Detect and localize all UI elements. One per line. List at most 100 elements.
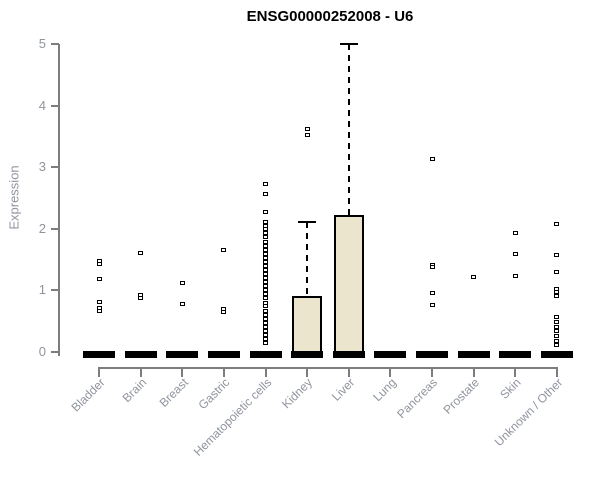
outlier-point (263, 313, 269, 318)
y-tick-label: 2 (38, 220, 46, 236)
x-axis-tick (139, 367, 142, 377)
median-line (207, 351, 240, 358)
outlier-point (263, 239, 269, 244)
whisker-line (306, 222, 309, 296)
outlier-point (429, 156, 435, 161)
outlier-point (263, 292, 269, 297)
outlier-point (554, 338, 560, 343)
x-axis-tick (181, 367, 184, 377)
outlier-point (263, 317, 269, 322)
outlier-point (263, 276, 269, 281)
x-tick-label: Skin (497, 375, 524, 402)
x-tick-label: Lung (369, 375, 399, 405)
outlier-point (512, 231, 518, 236)
outlier-point (263, 235, 269, 240)
y-tick-label: 1 (38, 282, 46, 298)
x-tick-label: Gastric (195, 375, 233, 413)
outlier-point (263, 321, 269, 326)
outlier-point (554, 293, 560, 298)
outlier-point (263, 231, 269, 236)
y-axis-tick (51, 289, 59, 292)
outlier-point (554, 324, 560, 329)
outlier-point (429, 290, 435, 295)
x-tick-label: Hematopoietic cells (190, 375, 274, 459)
outlier-point (138, 292, 144, 297)
outlier-point (471, 275, 477, 280)
outlier-point (263, 220, 269, 225)
outlier-point (263, 268, 269, 273)
outlier-point (263, 226, 269, 231)
x-tick-label: Breast (156, 375, 191, 410)
outlier-point (554, 329, 560, 334)
outlier-point (263, 244, 269, 249)
x-tick-label: Brain (119, 375, 149, 406)
outlier-point (554, 252, 560, 257)
y-axis-tick (51, 227, 59, 230)
outlier-point (179, 281, 185, 285)
x-tick-label: Bladder (68, 375, 108, 415)
x-axis-line (98, 367, 558, 369)
median-line (166, 351, 199, 358)
outlier-point (554, 342, 560, 347)
outlier-point (263, 272, 269, 277)
whisker-cap (339, 43, 358, 45)
outlier-point (179, 301, 185, 306)
x-tick-label: Prostate (440, 375, 483, 417)
median-line (499, 351, 532, 358)
outlier-point (263, 182, 269, 187)
median-line (332, 351, 365, 358)
outlier-point (263, 263, 269, 268)
outlier-point (96, 309, 102, 314)
outlier-point (263, 280, 269, 285)
outlier-point (263, 304, 269, 309)
x-axis-tick (431, 367, 434, 377)
box-body (333, 214, 364, 354)
outlier-point (96, 261, 102, 266)
outlier-point (263, 329, 269, 334)
x-axis-tick (222, 367, 225, 377)
outlier-point (554, 319, 560, 324)
outlier-point (263, 300, 269, 305)
outlier-point (263, 260, 269, 265)
y-axis-line (58, 44, 60, 356)
whisker-cap (298, 221, 317, 224)
x-axis-tick (472, 367, 475, 377)
y-tick-label: 5 (38, 36, 46, 51)
outlier-point (96, 276, 102, 281)
y-axis-tick (51, 43, 59, 45)
outlier-point (554, 333, 560, 338)
outlier-point (554, 286, 560, 291)
outlier-point (138, 296, 144, 301)
x-tick-label: Kidney (279, 375, 316, 412)
outlier-point (304, 127, 310, 131)
outlier-point (554, 290, 560, 295)
x-axis-tick (306, 367, 309, 377)
outlier-point (263, 332, 269, 337)
median-line (540, 351, 573, 358)
outlier-point (304, 132, 310, 137)
outlier-point (263, 256, 269, 261)
x-tick-label: Liver (328, 375, 358, 404)
outlier-point (429, 303, 435, 308)
outlier-point (263, 252, 269, 257)
median-line (457, 351, 490, 358)
outlier-point (263, 191, 269, 196)
outlier-point (221, 247, 227, 252)
outlier-point (263, 288, 269, 293)
y-axis-tick (51, 351, 59, 353)
x-tick-label: Pancreas (394, 375, 441, 422)
outlier-point (263, 308, 269, 313)
x-axis-tick (555, 367, 558, 377)
x-axis-tick (264, 367, 267, 377)
outlier-point (512, 252, 518, 257)
x-axis-tick (347, 367, 350, 377)
median-line (83, 351, 115, 358)
outlier-point (263, 248, 269, 253)
whisker-line (347, 44, 350, 215)
x-axis-tick (98, 367, 100, 377)
outlier-point (221, 309, 227, 314)
y-tick-label: 0 (38, 344, 46, 359)
outlier-point (263, 324, 269, 329)
